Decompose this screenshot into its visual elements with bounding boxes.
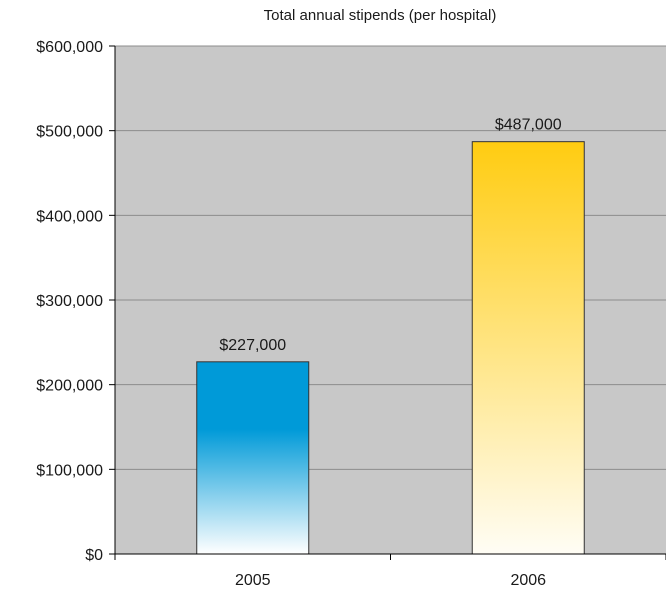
- y-tick-label: $200,000: [36, 378, 103, 395]
- x-tick-label: 2006: [510, 572, 546, 589]
- y-tick-label: $500,000: [36, 124, 103, 141]
- x-axis-ticks: 2005 2006: [235, 572, 546, 589]
- bar-2005: [196, 361, 310, 555]
- bar-2006: [471, 141, 585, 555]
- axes: [109, 45, 666, 560]
- y-tick-label: $300,000: [36, 293, 103, 310]
- y-tick-label: $400,000: [36, 208, 103, 225]
- bars: [196, 141, 585, 555]
- y-tick-label: $100,000: [36, 462, 103, 479]
- y-tick-label: $600,000: [36, 39, 103, 56]
- data-label: $487,000: [495, 117, 562, 134]
- x-tick-label: 2005: [235, 572, 271, 589]
- chart-title: Total annual stipends (per hospital): [264, 7, 497, 24]
- data-labels: $227,000 $487,000: [219, 117, 561, 354]
- data-label: $227,000: [219, 337, 286, 354]
- y-tick-label: $0: [85, 547, 103, 564]
- y-axis-ticks: $0 $100,000 $200,000 $300,000 $400,000 $500,0…: [36, 39, 103, 564]
